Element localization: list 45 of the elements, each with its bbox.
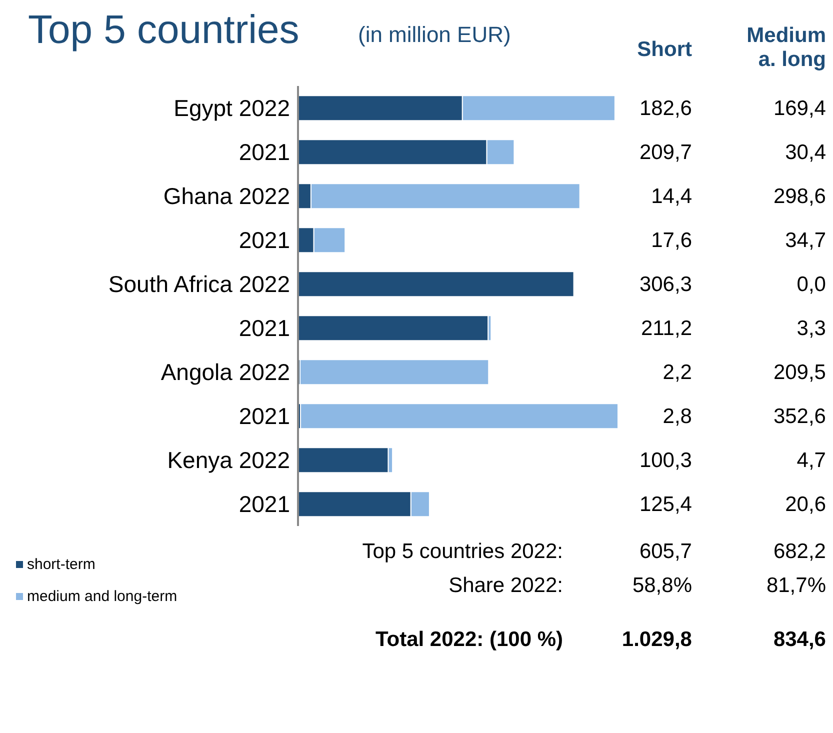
text: 1.029,8 [622, 628, 692, 652]
text: 682,2 [773, 540, 826, 564]
data-label: 20,6 [785, 493, 826, 516]
data-label: 17,6 [651, 229, 692, 252]
data-label: 125,4 [639, 493, 692, 516]
y-tick-label: 2021 [238, 227, 290, 254]
data-label: 100,3 [639, 449, 692, 472]
y-tick-label: Egypt 2022 [174, 95, 290, 122]
data-label: 14,4 [651, 185, 692, 208]
text: Top 5 countries 2022: [362, 540, 563, 564]
data-label: 169,4 [773, 97, 826, 120]
data-label: 2,2 [662, 361, 692, 384]
y-tick-label: Ghana 2022 [163, 183, 290, 210]
data-label: 211,2 [641, 317, 692, 340]
data-label: 3,3 [796, 317, 826, 340]
data-label: 209,7 [639, 141, 692, 164]
y-tick-label: 2021 [238, 491, 290, 518]
text: Total 2022: (100 %) [375, 628, 563, 652]
text: 605,7 [639, 540, 692, 564]
data-label: 30,4 [785, 141, 826, 164]
data-label: 0,0 [796, 273, 826, 296]
text: 58,8% [632, 574, 692, 598]
y-tick-label: 2021 [238, 315, 290, 342]
data-label: 306,3 [639, 273, 692, 296]
data-label: 4,7 [796, 449, 826, 472]
data-label: 2,8 [662, 405, 692, 428]
y-tick-label: Kenya 2022 [167, 447, 290, 474]
text: Share 2022: [448, 574, 563, 598]
chart-title: Top 5 countries [28, 8, 300, 53]
text: Medium a. long [746, 24, 826, 72]
y-tick-label: Angola 2022 [160, 359, 290, 386]
chart-subtitle: (in million EUR) [358, 22, 511, 48]
y-tick-label: South Africa 2022 [108, 271, 290, 298]
data-label: 182,6 [639, 97, 692, 120]
data-label: 352,6 [773, 405, 826, 428]
data-label: 298,6 [773, 185, 826, 208]
data-label: 34,7 [785, 229, 826, 252]
y-tick-label: 2021 [238, 139, 290, 166]
text: 834,6 [773, 628, 826, 652]
legend-label: medium and long-term [27, 588, 178, 604]
y-tick-label: 2021 [238, 403, 290, 430]
legend-label: short-term [27, 556, 96, 572]
data-label: 209,5 [773, 361, 826, 384]
text: 81,7% [766, 574, 826, 598]
text: Short [636, 38, 692, 62]
